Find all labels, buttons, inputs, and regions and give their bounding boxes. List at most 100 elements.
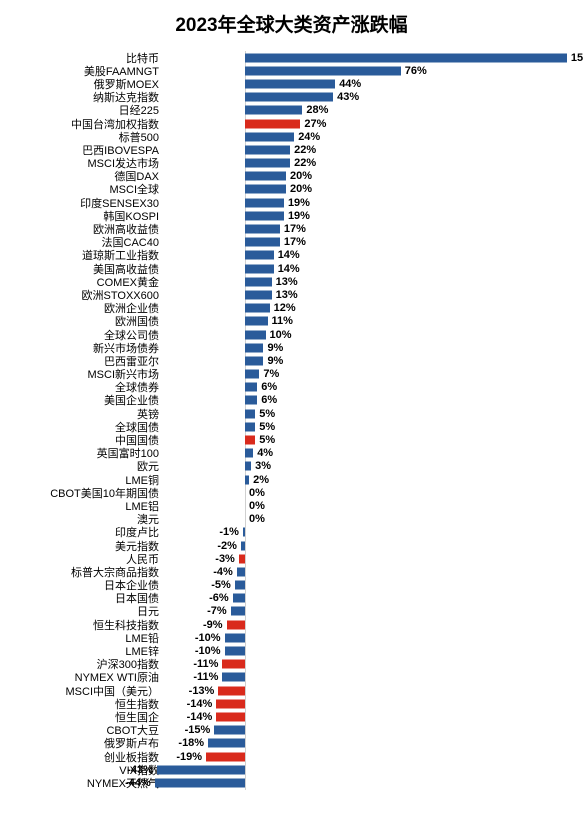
row-value: 17% — [284, 236, 306, 248]
row-value: 27% — [304, 118, 326, 130]
bar — [245, 396, 257, 405]
bar — [243, 528, 245, 537]
bar-area: -44% — [165, 776, 583, 789]
row-value: 20% — [290, 170, 312, 182]
row-value: 2% — [253, 474, 269, 486]
bar — [245, 251, 274, 260]
bar — [216, 699, 245, 708]
bar-area: 14% — [165, 262, 583, 275]
bar-area: 76% — [165, 64, 583, 77]
bar-area: -2% — [165, 539, 583, 552]
bar — [245, 475, 249, 484]
row-value: 4% — [257, 447, 273, 459]
bar — [245, 106, 302, 115]
bar-area: 19% — [165, 209, 583, 222]
bar-area: 157% — [165, 51, 583, 64]
row-value: 22% — [294, 157, 316, 169]
row-value: 22% — [294, 144, 316, 156]
row-value: 5% — [259, 434, 275, 446]
bar-area: -14% — [165, 697, 583, 710]
bar-area: -13% — [165, 684, 583, 697]
bar — [245, 422, 255, 431]
bar-area: 24% — [165, 130, 583, 143]
row-value: -5% — [211, 579, 231, 591]
bar — [216, 712, 245, 721]
bar — [245, 211, 284, 220]
bar — [214, 726, 245, 735]
bar — [241, 541, 245, 550]
row-value: 157% — [571, 52, 583, 64]
row-value: 43% — [337, 91, 359, 103]
bar-area: 2% — [165, 473, 583, 486]
bar-area: 14% — [165, 249, 583, 262]
row-value: -7% — [207, 605, 227, 617]
bar-area: 43% — [165, 91, 583, 104]
bar-area: 7% — [165, 368, 583, 381]
bar-area: -19% — [165, 750, 583, 763]
row-value: 5% — [259, 408, 275, 420]
bar-area: -3% — [165, 552, 583, 565]
bar-area: -11% — [165, 671, 583, 684]
bar-area: 10% — [165, 328, 583, 341]
bar-area: 4% — [165, 447, 583, 460]
row-value: 10% — [270, 329, 292, 341]
bar — [233, 594, 245, 603]
row-value: 6% — [261, 381, 277, 393]
bar-area: -5% — [165, 579, 583, 592]
bar-area: 6% — [165, 381, 583, 394]
bar — [245, 185, 286, 194]
row-value: 17% — [284, 223, 306, 235]
bar — [245, 225, 280, 234]
bar — [245, 264, 274, 273]
bar — [245, 172, 286, 181]
row-value: -15% — [185, 724, 211, 736]
bar-area: 0% — [165, 486, 583, 499]
bar-area: 17% — [165, 222, 583, 235]
row-value: -10% — [195, 645, 221, 657]
bar — [239, 554, 245, 563]
bar — [245, 198, 284, 207]
row-value: -13% — [189, 685, 215, 697]
row-value: -1% — [219, 526, 239, 538]
bar — [245, 304, 270, 313]
bar-area: -7% — [165, 605, 583, 618]
bar-area: -10% — [165, 644, 583, 657]
bar — [245, 238, 280, 247]
bar — [206, 752, 245, 761]
bar — [225, 633, 246, 642]
bar — [245, 145, 290, 154]
bar-area: 44% — [165, 77, 583, 90]
bar-area: 11% — [165, 315, 583, 328]
row-value: 14% — [278, 249, 300, 261]
row-value: -4% — [213, 566, 233, 578]
bar-area: 19% — [165, 196, 583, 209]
row-value: 11% — [272, 315, 293, 327]
bar-area: -1% — [165, 526, 583, 539]
row-value: 6% — [261, 394, 277, 406]
bar-area: 22% — [165, 143, 583, 156]
row-value: 0% — [249, 487, 265, 499]
bar-area: 12% — [165, 302, 583, 315]
row-value: 0% — [249, 513, 265, 525]
bar-area: 9% — [165, 341, 583, 354]
row-value: -6% — [209, 592, 229, 604]
bar — [245, 330, 266, 339]
row-value: 13% — [276, 289, 298, 301]
row-value: 9% — [267, 342, 283, 354]
bar — [245, 370, 259, 379]
bar-area: 13% — [165, 288, 583, 301]
row-value: 19% — [288, 197, 310, 209]
row-value: 14% — [278, 263, 300, 275]
bar-area: 3% — [165, 460, 583, 473]
bar — [245, 290, 272, 299]
bar-area: 5% — [165, 433, 583, 446]
bar-area: -15% — [165, 724, 583, 737]
bar-area: 5% — [165, 420, 583, 433]
row-value: 20% — [290, 183, 312, 195]
bar — [245, 53, 567, 62]
bar — [245, 356, 263, 365]
bar — [245, 436, 255, 445]
bar — [208, 739, 245, 748]
bar-area: -10% — [165, 631, 583, 644]
bar — [245, 317, 268, 326]
